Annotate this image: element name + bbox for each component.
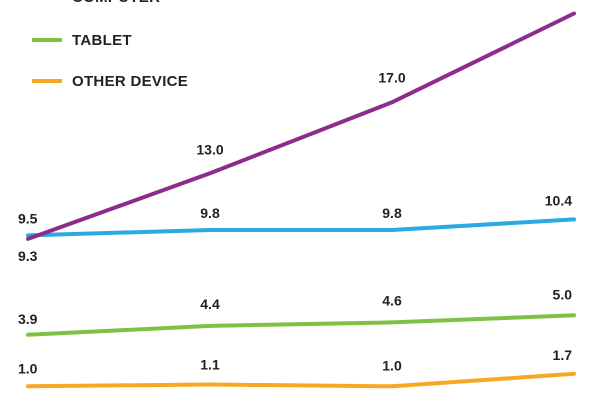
value-label: 1.0 bbox=[18, 360, 38, 376]
value-label: 17.0 bbox=[378, 69, 405, 85]
legend-label: TABLET bbox=[72, 32, 132, 49]
series-line-1 bbox=[26, 313, 576, 337]
value-label: 13.0 bbox=[196, 141, 223, 157]
legend: COMPUTER TABLET OTHER DEVICE bbox=[32, 0, 188, 90]
value-label: 9.8 bbox=[382, 205, 402, 221]
series-line-0 bbox=[26, 217, 576, 238]
series-line-3 bbox=[26, 11, 576, 241]
value-label: 9.3 bbox=[18, 248, 38, 264]
value-label: 5.0 bbox=[553, 286, 573, 302]
value-label: 4.4 bbox=[200, 296, 220, 312]
series-line-2 bbox=[26, 371, 576, 389]
legend-item-0: COMPUTER bbox=[72, 0, 160, 6]
value-label: 1.7 bbox=[553, 347, 573, 363]
series-layer bbox=[26, 11, 576, 389]
value-label: 1.0 bbox=[382, 357, 402, 373]
value-label: 4.6 bbox=[382, 292, 402, 308]
value-label: 10.4 bbox=[545, 192, 572, 208]
value-label: 1.1 bbox=[200, 356, 220, 372]
value-labels: 9.5 9.8 9.8 10.4 3.9 4.4 4.6 5.0 1.0 1.1 1.0 1.7 9.3… bbox=[18, 69, 572, 376]
value-label: 9.5 bbox=[18, 210, 38, 226]
value-label: 3.9 bbox=[18, 311, 38, 327]
legend-label: COMPUTER bbox=[72, 0, 160, 6]
legend-label: OTHER DEVICE bbox=[72, 73, 188, 90]
legend-item-1: TABLET bbox=[32, 32, 132, 49]
value-label: 9.8 bbox=[200, 205, 220, 221]
legend-item-2: OTHER DEVICE bbox=[32, 73, 188, 90]
